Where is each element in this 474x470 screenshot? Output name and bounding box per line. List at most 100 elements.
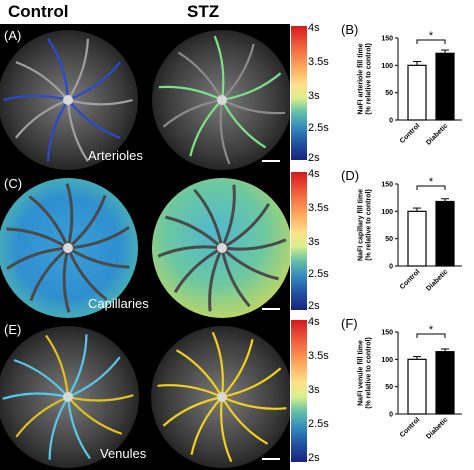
vessel-arterioles (221, 72, 282, 102)
panel-label-e: (E) (4, 322, 22, 337)
vessel-capillaries (29, 246, 69, 302)
colorbar-arterioles (291, 26, 307, 160)
vessel-arterioles (213, 35, 225, 101)
cb2-tick-2-5s: 2.5s (308, 268, 329, 280)
optic-disc (217, 392, 227, 402)
vessel-capillaries (67, 194, 107, 250)
caption-arterioles: Arterioles (88, 148, 143, 163)
bar-control (407, 210, 427, 267)
vessel-venules (211, 331, 224, 398)
vessel-venules (221, 395, 287, 410)
control-header: Control (8, 2, 69, 21)
significance-star: * (429, 30, 434, 42)
x-tick-label: Control (399, 416, 422, 439)
y-tick-label: 150 (381, 36, 393, 43)
cb1-tick-2-5s: 2.5s (308, 122, 329, 134)
optic-disc (217, 243, 227, 253)
vessel-venules (221, 339, 254, 398)
panel-label-a: (A) (4, 28, 22, 43)
vessel-capillaries (65, 183, 74, 249)
fundus-image-grid (0, 24, 290, 470)
cb3-tick-3s: 3s (308, 384, 320, 396)
vessel-arterioles (158, 85, 223, 101)
y-tick-label: 0 (389, 118, 393, 125)
y-tick-label: 50 (385, 384, 393, 391)
vessel-venules (220, 396, 233, 463)
y-axis-label: NaFI arteriole fill time(% relative to c… (358, 43, 373, 115)
vessel-capillaries (66, 247, 108, 301)
significance-star: * (429, 176, 434, 188)
panel-label-b: (B) (341, 22, 359, 37)
vessel-venules (45, 334, 70, 398)
vessel-venules (67, 394, 134, 402)
vessel-capillaries (165, 215, 224, 250)
colorbar-venules (291, 320, 307, 462)
scale-bar-arterioles (262, 160, 280, 162)
cb1-tick-3s: 3s (308, 90, 320, 102)
bar-control (407, 358, 427, 415)
significance-star: * (429, 324, 434, 336)
vessel-capillaries (6, 246, 69, 270)
panel-label-f: (F) (341, 316, 358, 331)
y-tick-label: 100 (381, 63, 393, 70)
vessel-capillaries (220, 246, 279, 281)
caption-capillaries: Capillaries (88, 296, 149, 311)
x-tick-label: Diabetic (425, 122, 449, 146)
vessel-arterioles (3, 94, 69, 102)
cb1-tick-2s: 2s (308, 152, 320, 164)
cb1-tick-4s: 4s (308, 22, 320, 34)
vessel-arterioles (66, 99, 89, 162)
vessel-capillaries (173, 246, 223, 293)
y-tick-label: 0 (389, 412, 393, 419)
caption-venules: Venules (100, 446, 147, 461)
x-tick-label: Diabetic (425, 268, 449, 292)
bar-chart-d: NaFI capillary fill time(% relative to c… (358, 176, 462, 293)
vessel-venules (48, 396, 69, 460)
significance-bracket (416, 39, 446, 44)
cb2-tick-3s: 3s (308, 236, 320, 248)
vessel-venules (162, 395, 223, 427)
cb3-tick-2s: 2s (308, 452, 320, 464)
vessel-arterioles (67, 61, 121, 102)
x-tick-label: Control (399, 268, 422, 291)
cb2-tick-2s: 2s (308, 300, 320, 312)
vessel-arterioles (15, 61, 69, 101)
vessel-venules (175, 349, 223, 398)
cb3-tick-3-5s: 3.5s (308, 350, 329, 362)
vessel-arterioles (47, 99, 69, 162)
bar-control (407, 64, 427, 121)
y-tick-label: 100 (381, 357, 393, 364)
vessel-capillaries (67, 226, 130, 250)
optic-disc (63, 243, 73, 253)
optic-disc (217, 95, 227, 105)
colorbar-capillaries (291, 172, 307, 310)
y-tick-label: 150 (381, 330, 393, 337)
x-tick-label: Diabetic (425, 416, 449, 440)
vessel-capillaries (221, 238, 287, 251)
vessel-capillaries (221, 203, 271, 250)
vessel-venules (66, 396, 91, 460)
vessel-venules (15, 395, 69, 438)
vessel-venules (67, 396, 123, 435)
optic-disc (63, 392, 73, 402)
vessel-arterioles (47, 38, 70, 101)
vessel-venules (157, 384, 223, 399)
bar-diabetic (435, 52, 455, 121)
optic-disc (63, 95, 73, 105)
vessel-capillaries (208, 247, 224, 312)
vessel-arterioles (15, 98, 69, 139)
vessel-venules (221, 396, 269, 445)
y-tick-label: 0 (389, 264, 393, 271)
vessel-arterioles (67, 99, 121, 139)
vessel-arterioles (221, 99, 286, 115)
significance-bracket (416, 333, 446, 338)
vessel-arterioles (221, 43, 255, 101)
vessel-venules (2, 392, 69, 400)
vessel-venules (67, 334, 88, 398)
cb3-tick-4s: 4s (308, 316, 320, 328)
significance-bracket (416, 185, 446, 190)
bar-diabetic (435, 351, 455, 415)
y-axis-label: NaFI venule fill time(% relative to cont… (358, 337, 373, 409)
vessel-capillaries (62, 247, 71, 313)
y-tick-label: 50 (385, 90, 393, 97)
